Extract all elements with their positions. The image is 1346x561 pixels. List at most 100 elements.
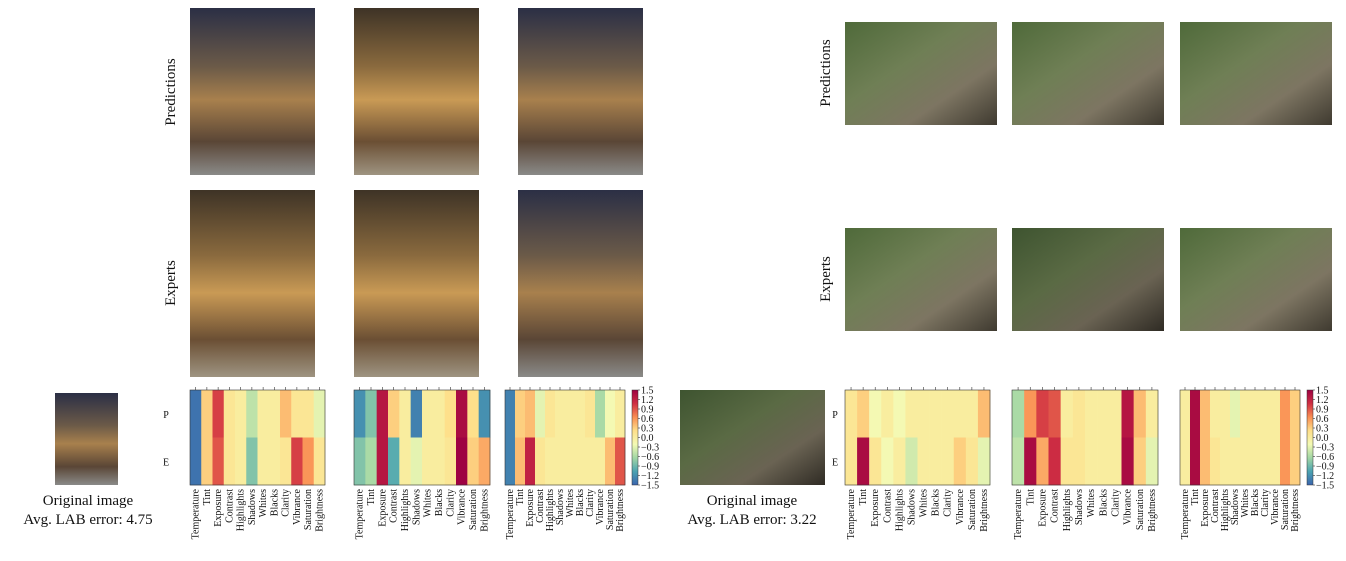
- heatmap-cell: [515, 390, 525, 438]
- heatmap-cell: [246, 390, 258, 438]
- heatmap-cell: [978, 438, 990, 486]
- heatmap-cell: [314, 390, 326, 438]
- photo: [354, 8, 479, 175]
- photo: [1012, 228, 1164, 331]
- heatmap-cell: [224, 438, 236, 486]
- heatmap-cell: [201, 438, 213, 486]
- heatmap-cell: [857, 390, 869, 438]
- heatmap-cell: [893, 438, 905, 486]
- heatmap-cell: [565, 390, 575, 438]
- heatmap-cell: [280, 438, 292, 486]
- heatmap-cell: [456, 390, 468, 438]
- heatmap-cell: [1210, 390, 1220, 438]
- heatmap-cell: [857, 438, 869, 486]
- heatmap-cell: [1270, 438, 1280, 486]
- parameter-label: Blacks: [931, 489, 942, 516]
- row-label: Predictions: [163, 58, 179, 126]
- row-label: Predictions: [818, 39, 834, 107]
- parameter-label: Contrast: [1050, 489, 1061, 523]
- parameter-label: Whites: [423, 489, 434, 517]
- heatmap-cell: [966, 438, 978, 486]
- heatmap-cell: [422, 390, 434, 438]
- heatmap-cell: [365, 438, 377, 486]
- heatmap-cell: [1180, 390, 1190, 438]
- parameter-label: Vibrance: [457, 488, 468, 525]
- heatmap-cell: [1061, 390, 1073, 438]
- parameter-label: Vibrance: [1123, 488, 1134, 525]
- heatmap-row-label: P: [163, 410, 169, 421]
- heatmap-cell: [1085, 438, 1097, 486]
- heatmap-cell: [1240, 438, 1250, 486]
- parameter-label: Temperature: [191, 488, 202, 539]
- heatmap-cell: [190, 438, 202, 486]
- heatmap-cell: [565, 438, 575, 486]
- heatmap-cell: [545, 438, 555, 486]
- heatmap-cell: [869, 390, 881, 438]
- heatmap-cell: [269, 390, 281, 438]
- heatmap-cell: [954, 438, 966, 486]
- heatmap-cell: [930, 438, 942, 486]
- heatmap-row-label: E: [832, 457, 838, 468]
- heatmap-cell: [1036, 438, 1048, 486]
- heatmap-cell: [515, 438, 525, 486]
- heatmap-cell: [445, 438, 457, 486]
- heatmap-cell: [1073, 438, 1085, 486]
- parameter-label: Whites: [258, 489, 269, 517]
- heatmap-cell: [1012, 438, 1024, 486]
- photo: [845, 228, 997, 331]
- heatmap-cell: [1230, 390, 1240, 438]
- heatmap-cell: [1260, 390, 1270, 438]
- heatmap-cell: [845, 438, 857, 486]
- heatmap-cell: [918, 438, 930, 486]
- photo: [1012, 22, 1164, 125]
- parameter-label: Temperature: [1013, 488, 1024, 539]
- photo: [1180, 228, 1332, 331]
- heatmap-cell: [213, 390, 225, 438]
- heatmap-cell: [845, 390, 857, 438]
- parameter-label: Exposure: [870, 488, 881, 526]
- heatmap-cell: [1220, 438, 1230, 486]
- heatmap-cell: [585, 438, 595, 486]
- heatmap-cell: [615, 438, 625, 486]
- photo: [845, 22, 997, 125]
- heatmap-cell: [905, 390, 917, 438]
- parameter-label: Saturation: [303, 489, 314, 530]
- parameter-label: Saturation: [967, 489, 978, 530]
- colorbar-tick-label: −1.5: [1316, 481, 1334, 492]
- parameter-label: Blacks: [269, 489, 280, 516]
- photo: [1180, 22, 1332, 125]
- parameter-label: Highlights: [1062, 489, 1073, 531]
- heatmap-cell: [1024, 390, 1036, 438]
- figure: PredictionsExpertsOriginal imageAvg. LAB…: [0, 0, 1346, 556]
- heatmap-cell: [1190, 438, 1200, 486]
- original-photo: [680, 390, 825, 485]
- heatmap-cell: [224, 390, 236, 438]
- parameter-label: Exposure: [377, 488, 388, 526]
- heatmap-cell: [235, 438, 247, 486]
- heatmap-cell: [1012, 390, 1024, 438]
- parameter-label: Tint: [858, 489, 869, 506]
- heatmap-cell: [433, 438, 445, 486]
- parameter-label: Saturation: [468, 489, 479, 530]
- parameter-label: Brightness: [314, 489, 325, 532]
- heatmap-cell: [605, 438, 615, 486]
- heatmap-cell: [235, 390, 247, 438]
- parameter-label: Vibrance: [955, 488, 966, 525]
- heatmap-cell: [388, 438, 400, 486]
- heatmap-cell: [433, 390, 445, 438]
- parameter-label: Highlights: [236, 489, 247, 531]
- heatmap-cell: [525, 390, 535, 438]
- colorbar: [632, 390, 638, 485]
- parameter-label: Brightness: [979, 489, 990, 532]
- heatmap-cell: [869, 438, 881, 486]
- parameter-label: Vibrance: [292, 488, 303, 525]
- heatmap-cell: [280, 390, 292, 438]
- parameter-label: Contrast: [224, 489, 235, 523]
- parameter-label: Tint: [1025, 489, 1036, 506]
- parameter-label: Exposure: [213, 488, 224, 526]
- parameter-label: Shadows: [411, 489, 422, 525]
- heatmap-cell: [303, 438, 315, 486]
- heatmap-cell: [269, 438, 281, 486]
- parameter-label: Saturation: [1135, 489, 1146, 530]
- error-label: Avg. LAB error: 4.75: [23, 512, 152, 528]
